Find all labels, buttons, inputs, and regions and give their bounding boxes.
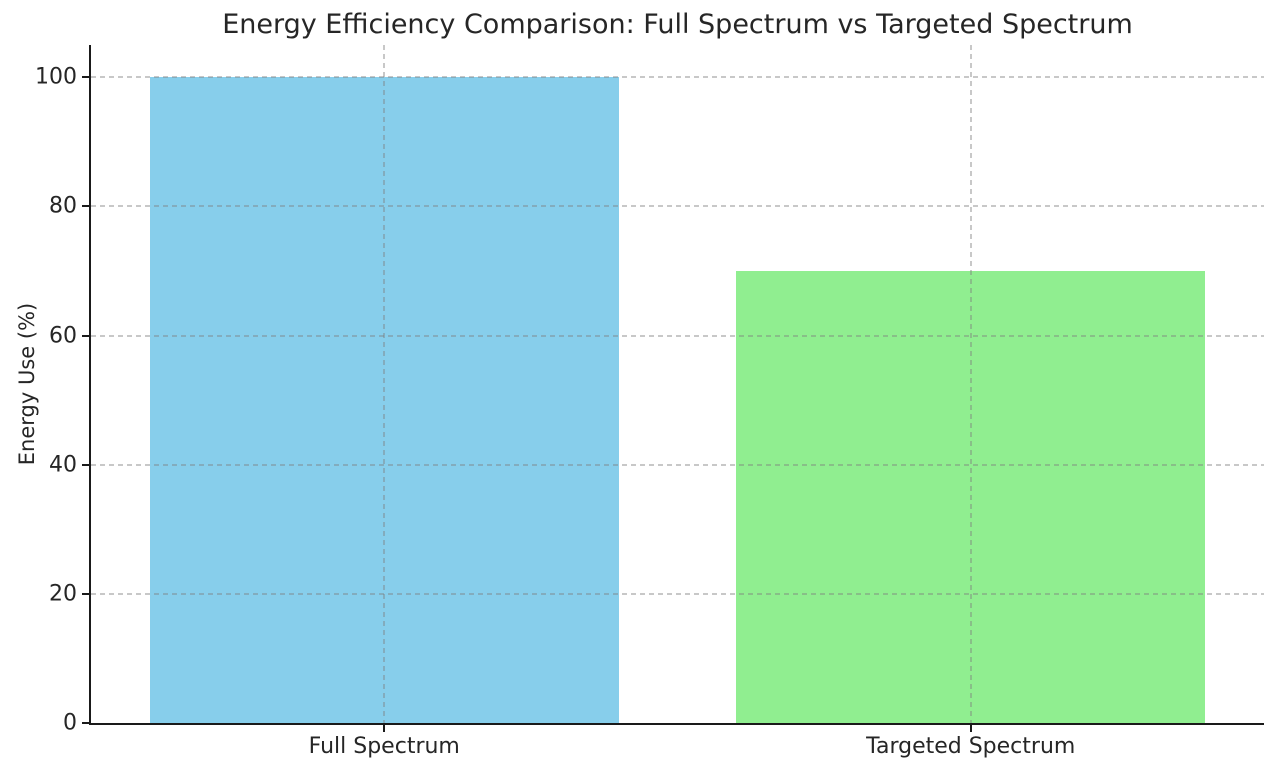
horizontal-gridline [91,463,1264,466]
y-tick-mark [82,463,89,466]
y-tick-label: 20 [49,581,77,607]
y-tick-label: 40 [49,452,77,478]
x-axis-spine [89,723,1264,725]
horizontal-gridline [91,205,1264,208]
chart-title: Energy Efficiency Comparison: Full Spect… [222,9,1133,40]
y-tick-mark [82,722,89,724]
y-tick-label: 80 [49,193,77,219]
x-tick-mark [969,725,972,732]
bar-targeted-spectrum [736,271,1206,723]
x-tick-label-full-spectrum: Full Spectrum [308,734,460,759]
y-axis-spine [89,45,91,723]
plot-area: 0 20 40 60 80 100 Full Spectrum Targeted Spectr… [35,45,1264,759]
y-tick-label: 100 [35,64,77,90]
y-tick-mark [82,205,89,208]
bar-full-spectrum [149,77,619,723]
y-tick-label: 0 [63,710,77,736]
horizontal-gridline [91,76,1264,79]
vertical-gridline [383,45,386,723]
gridlines-layer [91,45,1264,723]
y-tick-mark [82,334,89,337]
horizontal-gridline [91,592,1264,595]
x-tick-mark [383,725,386,732]
y-tick-mark [82,592,89,595]
vertical-gridline [969,45,972,723]
horizontal-gridline [91,334,1264,337]
y-axis-label: Energy Use (%) [15,302,39,466]
y-tick-label: 60 [49,323,77,349]
x-tick-label-targeted-spectrum: Targeted Spectrum [866,734,1076,759]
y-tick-mark [82,76,89,79]
bars-layer [91,45,1264,723]
